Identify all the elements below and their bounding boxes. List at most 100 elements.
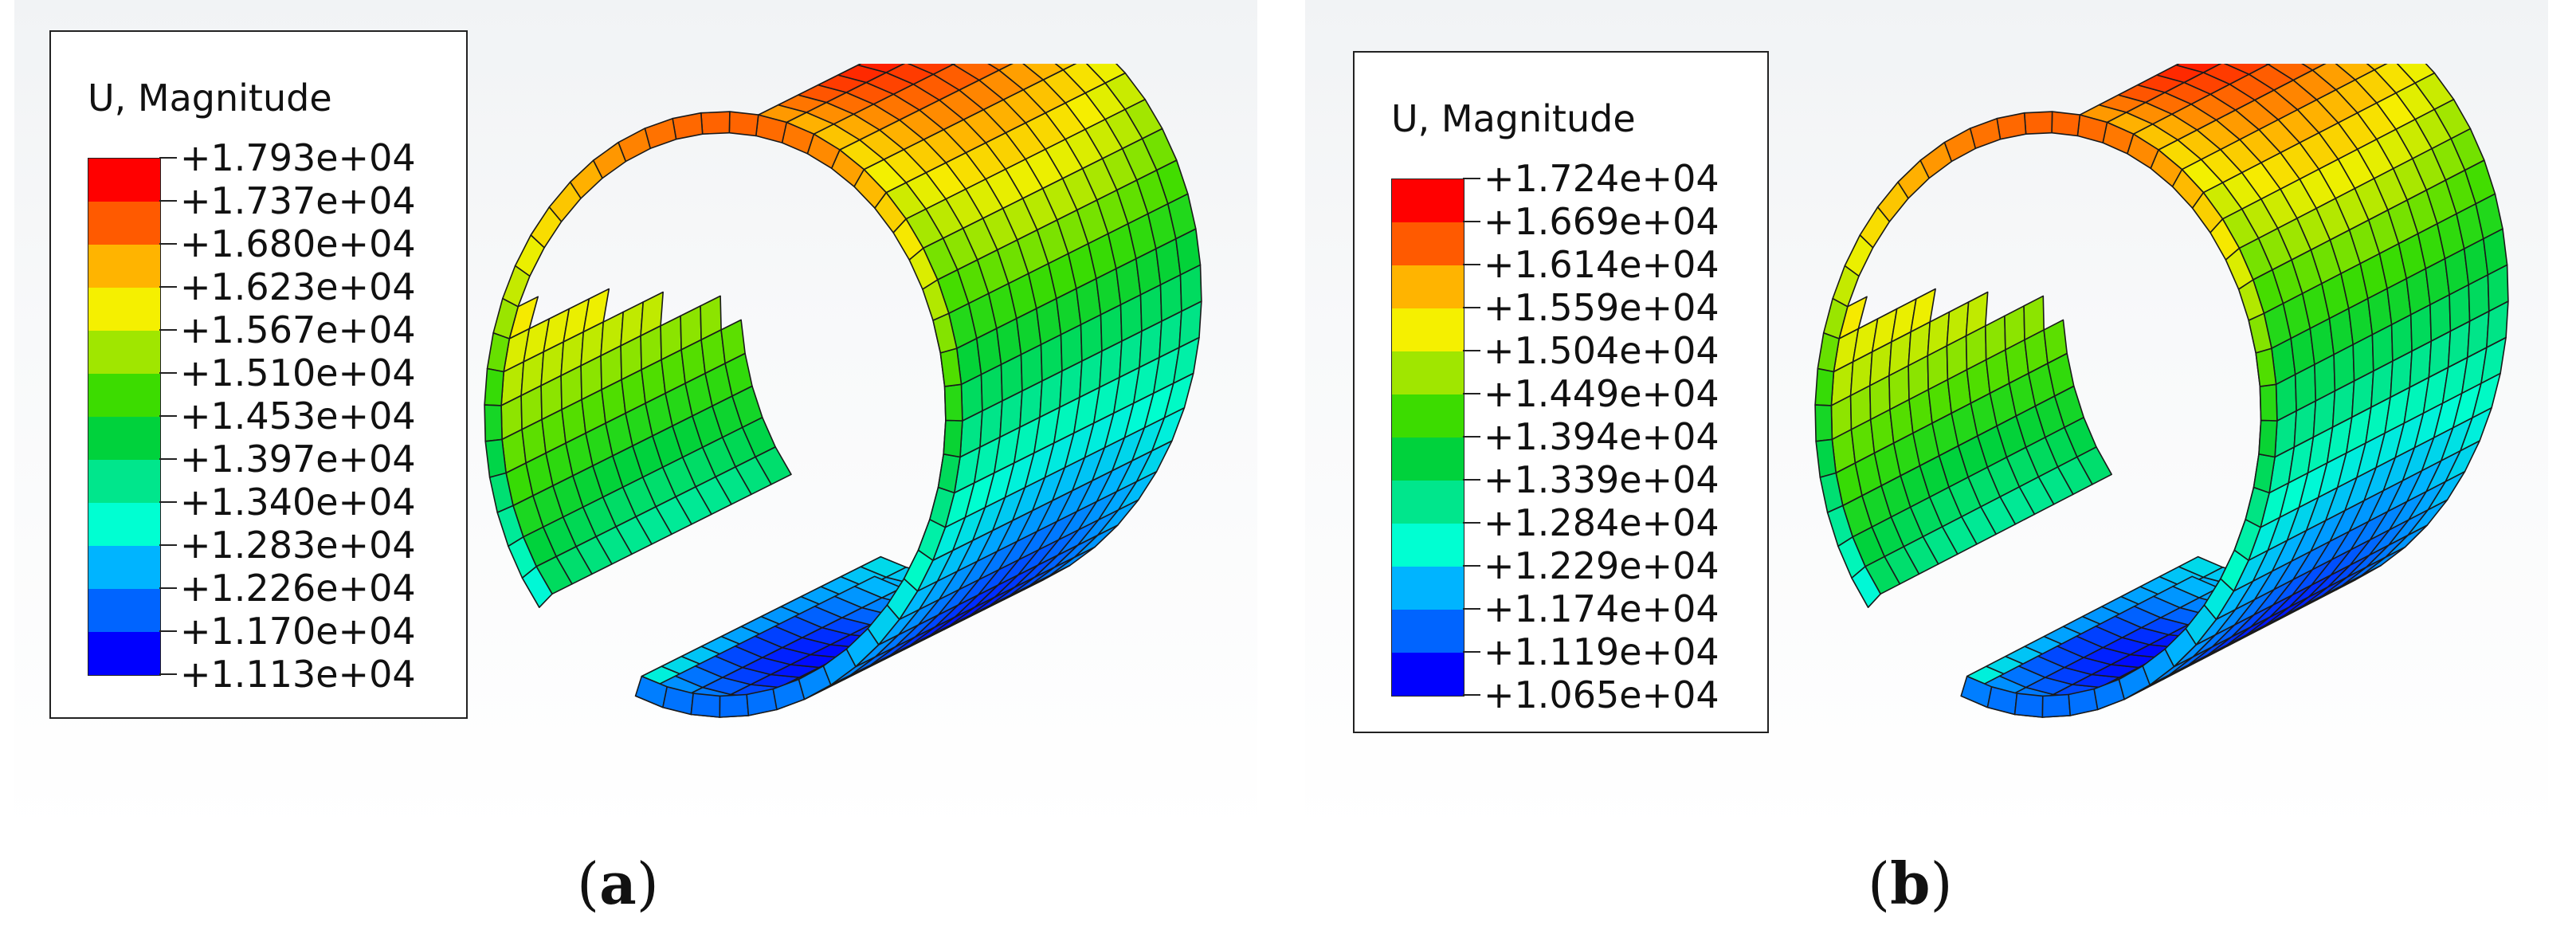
rim-element bbox=[1996, 112, 2027, 140]
legend-swatch bbox=[1392, 653, 1464, 696]
legend-tick-label: +1.283e+04 bbox=[180, 524, 416, 567]
outer-element bbox=[1085, 64, 1127, 84]
legend-tick-label: +1.065e+04 bbox=[1484, 673, 1719, 716]
legend-tick-label: +1.504e+04 bbox=[1484, 329, 1719, 372]
rim-element bbox=[2068, 688, 2099, 716]
legend-swatch bbox=[1392, 308, 1464, 351]
rim-element bbox=[1851, 566, 1881, 609]
legend-tick-mark bbox=[159, 200, 177, 202]
rim-element bbox=[484, 438, 507, 478]
legend-tick-mark bbox=[1463, 393, 1480, 394]
legend-swatch bbox=[88, 589, 160, 632]
legend-tick-label: +1.724e+04 bbox=[1484, 157, 1719, 200]
legend-swatch bbox=[88, 546, 160, 589]
legend-tick-label: +1.340e+04 bbox=[180, 481, 416, 524]
legend-tick-mark bbox=[159, 286, 177, 288]
outer-element bbox=[1054, 64, 1077, 71]
legend-swatch bbox=[88, 503, 160, 546]
legend-tick-label: +1.567e+04 bbox=[180, 308, 416, 351]
rim-element bbox=[728, 111, 759, 137]
legend-tick-mark bbox=[159, 157, 177, 159]
rim-element bbox=[1814, 404, 1833, 442]
outer-element bbox=[2366, 64, 2388, 71]
legend-tick-mark bbox=[159, 329, 177, 331]
rim-element bbox=[672, 112, 704, 140]
legend-tick-label: +1.174e+04 bbox=[1484, 587, 1719, 630]
caption-a: (a) bbox=[577, 850, 659, 917]
legend-tick-label: +1.449e+04 bbox=[1484, 372, 1719, 415]
caption-b: (b) bbox=[1868, 850, 1953, 917]
legend-tick-label: +1.669e+04 bbox=[1484, 200, 1719, 243]
legend-tick-mark bbox=[1463, 178, 1480, 179]
legend-swatch bbox=[1392, 567, 1464, 610]
legend-title-a: U, Magnitude bbox=[88, 77, 332, 120]
outer-element bbox=[2223, 64, 2269, 75]
legend-tick-label: +1.284e+04 bbox=[1484, 501, 1719, 544]
rim-element bbox=[943, 383, 963, 422]
legend-colorbar-b bbox=[1391, 179, 1464, 697]
rim-element bbox=[2258, 419, 2278, 458]
legend-tick-label: +1.229e+04 bbox=[1484, 544, 1719, 587]
legend-tick-mark bbox=[1463, 350, 1480, 351]
legend-tick-label: +1.623e+04 bbox=[180, 265, 416, 308]
rim-element bbox=[484, 404, 503, 442]
legend-b: U, Magnitude +1.724e+04 +1.669e+04 +1.614e… bbox=[1353, 51, 1769, 733]
legend-colorbar-a bbox=[88, 158, 161, 676]
legend-tick-label: +1.559e+04 bbox=[1484, 286, 1719, 329]
rim-element bbox=[521, 566, 553, 609]
legend-tick-label: +1.510e+04 bbox=[180, 351, 416, 394]
outer-element bbox=[2311, 64, 2356, 91]
legend-tick-label: +1.680e+04 bbox=[180, 222, 416, 265]
outer-element bbox=[2396, 64, 2436, 84]
legend-tick-mark bbox=[159, 673, 177, 675]
outer-element bbox=[857, 64, 905, 73]
rim-element bbox=[700, 111, 731, 135]
rim-element bbox=[943, 419, 963, 458]
legend-tick-mark bbox=[159, 243, 177, 245]
legend-tick-label: +1.793e+04 bbox=[180, 136, 416, 179]
legend-tick-mark bbox=[159, 630, 177, 632]
panel-a: U, Magnitude +1.793e+04 +1.737e+04 +1.680e… bbox=[14, 0, 1257, 837]
rim-element bbox=[2051, 111, 2081, 137]
legend-tick-mark bbox=[159, 415, 177, 417]
legend-swatch bbox=[1392, 524, 1464, 567]
outer-element bbox=[2175, 64, 2222, 73]
rim-element bbox=[690, 693, 721, 718]
legend-swatch bbox=[88, 417, 160, 460]
rim-element bbox=[1815, 438, 1837, 478]
legend-swatch bbox=[88, 632, 160, 675]
legend-tick-label: +1.226e+04 bbox=[180, 567, 416, 610]
legend-tick-mark bbox=[1463, 694, 1480, 696]
legend-swatch bbox=[88, 374, 160, 417]
legend-swatch bbox=[1392, 610, 1464, 653]
legend-tick-label: +1.614e+04 bbox=[1484, 243, 1719, 286]
legend-swatch bbox=[88, 245, 160, 288]
rim-element bbox=[2023, 111, 2053, 135]
legend-tick-mark bbox=[1463, 436, 1480, 438]
rim-element bbox=[2259, 383, 2278, 422]
fe-model-b bbox=[1814, 64, 2509, 718]
outer-element bbox=[1062, 64, 1107, 94]
legend-tick-mark bbox=[1463, 522, 1480, 524]
legend-tick-label: +1.737e+04 bbox=[180, 179, 416, 222]
legend-tick-mark bbox=[1463, 264, 1480, 265]
legend-a: U, Magnitude +1.793e+04 +1.737e+04 +1.680e… bbox=[49, 30, 468, 719]
legend-title-b: U, Magnitude bbox=[1391, 97, 1636, 140]
rim-element bbox=[2013, 693, 2044, 718]
outer-element bbox=[2265, 64, 2271, 65]
rim-element bbox=[484, 367, 505, 406]
outer-element bbox=[950, 64, 956, 65]
legend-swatch bbox=[1392, 481, 1464, 524]
legend-swatch bbox=[1392, 394, 1464, 438]
legend-tick-mark bbox=[1463, 479, 1480, 481]
rim-element bbox=[2041, 693, 2072, 718]
legend-swatch bbox=[88, 202, 160, 245]
legend-tick-mark bbox=[1463, 565, 1480, 567]
legend-swatch bbox=[1392, 222, 1464, 265]
outer-element bbox=[2301, 64, 2327, 71]
legend-tick-label: +1.339e+04 bbox=[1484, 458, 1719, 501]
legend-swatch bbox=[1392, 265, 1464, 308]
rim-element bbox=[746, 688, 778, 716]
legend-tick-label: +1.113e+04 bbox=[180, 653, 416, 696]
legend-swatch bbox=[88, 159, 160, 202]
